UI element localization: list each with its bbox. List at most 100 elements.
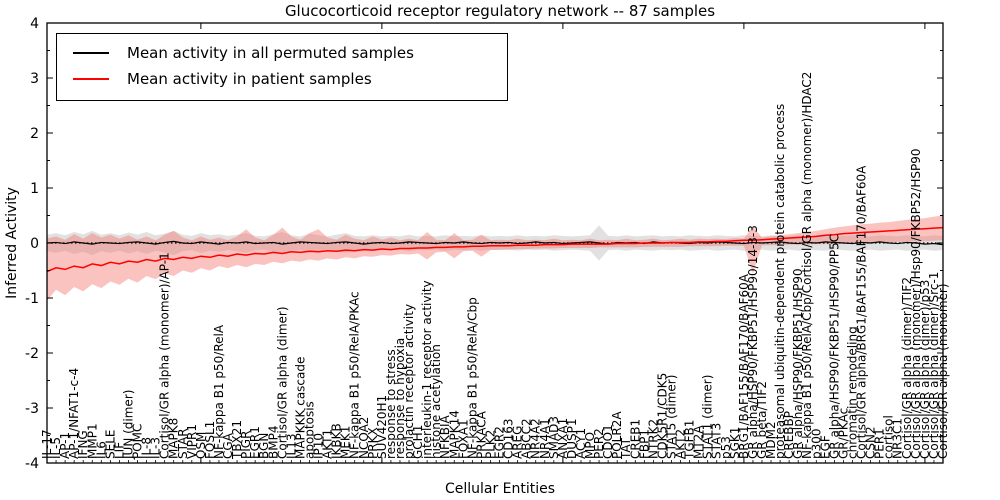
x-tick-label: AP-1/NFAT1-c-4 (67, 368, 81, 459)
x-tick-label: CSN2 (864, 426, 878, 459)
x-tick-label: EGR2 (493, 426, 507, 459)
x-tick-label: p300 (809, 428, 823, 459)
x-tick-label: FBP1 (637, 429, 651, 459)
x-tick-label: Cortisol/GR alpha (dimer) (275, 306, 289, 459)
x-tick-label: interleukin-1 receptor activity (420, 280, 434, 459)
x-tick-label: PER1 (873, 428, 887, 459)
x-tick-label: Cortisol/GR alpha (monomer)/AP-1 (158, 252, 172, 459)
legend-label-patient: Mean activity in patient samples (127, 70, 372, 88)
y-tick-label: -3 (25, 401, 39, 417)
x-tick-label: IKBKB (330, 423, 344, 459)
x-tick-label: BGN (257, 433, 271, 459)
x-tick-label: cortisol (882, 415, 896, 459)
x-tick-label: CD163 (502, 418, 516, 459)
x-tick-label: GR beta/TIF2 (755, 381, 769, 459)
x-tick-label: MEK1 (339, 426, 353, 459)
patient-mean-line (46, 226, 944, 273)
x-tick-label: IL-8 (140, 437, 154, 459)
x-tick-label: GR alpha/HSP90/FKBP51/HSP90/14-3-3 (746, 225, 760, 459)
x-tick-label: MAPK8 (167, 418, 181, 459)
x-tick-label: NFKBIA (438, 414, 452, 459)
x-tick-label: AP-1 (58, 432, 72, 459)
y-tick-label: -4 (25, 456, 39, 472)
x-tick-label: NF-kappa B1 p50/RelA/Cbp (465, 297, 479, 459)
x-tick-label: AKT1 (321, 429, 335, 459)
x-tick-label: EGF (818, 435, 832, 459)
x-tick-label: CREBBP (782, 411, 796, 459)
x-tick-label: GCH1 (411, 425, 425, 459)
x-tick-label: DUSP1 (565, 418, 579, 459)
x-tick-label: PLK2 (483, 430, 497, 459)
y-tick-label: -2 (25, 346, 39, 362)
plot-border (46, 22, 944, 464)
y-tick-label: 1 (30, 181, 39, 197)
x-tick-label: STAT3 (710, 423, 724, 459)
x-tick-label: histone acetylation (429, 344, 443, 459)
x-tick-label: proteasomal ubiquitin-dependent protein … (773, 104, 787, 459)
x-tick-label: POLR2A (610, 411, 624, 459)
x-tick-label: MPO (583, 432, 597, 459)
y-axis-label: Inferred Activity (4, 187, 20, 299)
x-tick-label: CGA (221, 432, 235, 459)
permuted-line-sample (73, 52, 109, 54)
x-tick-label: STAR (176, 428, 190, 459)
legend-item-patient: Mean activity in patient samples (67, 66, 497, 92)
x-tick-label: STAT1 (dimer) (701, 375, 715, 459)
x-tick-label: response to hypoxia (393, 338, 407, 459)
x-tick-label: FOSL1 (203, 421, 217, 459)
legend: Mean activity in all permuted samples Me… (56, 33, 508, 101)
x-tick-label: TAT (619, 437, 633, 460)
x-tick-label: p53 (719, 436, 733, 459)
x-tick-label: TBX21 (230, 420, 244, 460)
x-tick-label: OSM (194, 432, 208, 459)
y-tick-label: 2 (30, 126, 39, 142)
y-tick-label: 0 (30, 236, 39, 252)
x-tick-label: AKT2 (674, 429, 688, 459)
x-tick-label: POMC (131, 424, 145, 459)
x-tick-label: prolactin receptor activity (402, 304, 416, 459)
x-tick-label: MT2A (692, 425, 706, 459)
x-tick-label: CDO1 (601, 424, 615, 459)
y-tick-label: -1 (25, 291, 39, 307)
x-tick-label: MAPKKK cascade (293, 357, 307, 459)
x-tick-label: CDK5R1/CDK5 (655, 373, 669, 459)
x-tick-label: IL13 (284, 434, 298, 460)
patient-band (47, 215, 943, 301)
x-tick-label: ABCC2 (520, 418, 534, 459)
x-tick-label: FOXA1 (456, 419, 470, 459)
x-tick-label: IP10 (312, 433, 326, 459)
x-tick-label: NF-kappa B1 p50/RelA (212, 324, 226, 459)
x-tick-label: BMP4 (266, 426, 280, 459)
x-tick-label: PIGR (239, 431, 253, 459)
x-tick-label: STAT5 (dimer) (664, 375, 678, 459)
x-tick-label: LIF (112, 442, 126, 459)
x-tick-label: apoptosis (302, 401, 316, 459)
x-axis-label: Cellular Entities (444, 481, 556, 497)
x-tick-label: MMP1 (85, 423, 99, 459)
x-tick-label: ANXA1 (556, 418, 570, 459)
x-tick-label: TGFB1 (683, 420, 697, 460)
x-tick-label: MAPK14 (447, 410, 461, 459)
x-tick-label: BRG1/BAF155/BAF170/BAF60A (737, 273, 751, 459)
x-tick-label: JUN (dimer) (121, 390, 135, 460)
x-tick-label: SELE (103, 430, 117, 459)
x-tick-label: chromatin remodeling (845, 326, 859, 459)
x-tick-label: Cortisol/GR alpha (dimer)/TIF2 (900, 277, 914, 459)
x-tick-label: MDM2 (764, 421, 778, 459)
x-tick-label: PRKX (366, 427, 380, 459)
x-tick-label: PRKACA (474, 410, 488, 459)
x-tick-label: AREG (511, 426, 525, 459)
x-tick-label: GR/PKAc (836, 408, 850, 459)
x-tick-label: Cortisol/GR alpha (monomer)/Hsp90/FKBP52… (909, 149, 923, 460)
permuted-mean-line (46, 240, 944, 246)
x-tick-label: IL-5 (49, 437, 63, 459)
chart-title: Glucocorticoid receptor regulatory netwo… (284, 2, 716, 20)
x-tick-label: IL6 (94, 441, 108, 459)
x-tick-label: Cortisol/GR alpha (dimer)/p53 (918, 280, 932, 459)
x-tick-label: NTRK2 (646, 419, 660, 459)
legend-label-permuted: Mean activity in all permuted samples (127, 44, 414, 62)
patient-line-sample (73, 78, 109, 80)
x-tick-label: NCOA2 (357, 417, 371, 459)
